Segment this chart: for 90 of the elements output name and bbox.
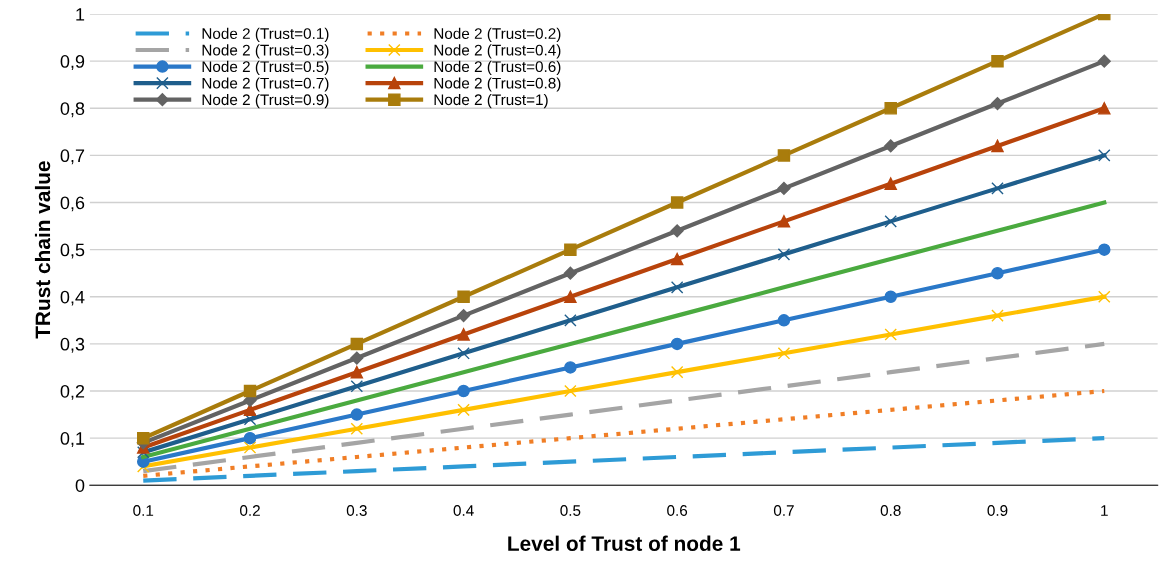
point <box>670 281 684 294</box>
point <box>350 422 364 435</box>
point <box>884 215 897 228</box>
y-tick-label: 1 <box>76 8 85 21</box>
point <box>777 314 791 327</box>
point <box>564 290 577 304</box>
x-tick-label: 0.7 <box>773 505 794 516</box>
point <box>991 266 1004 280</box>
legend-label: Node 2 (Trust=0.7) <box>202 77 329 92</box>
point <box>564 361 577 374</box>
point <box>457 347 470 360</box>
y-tick-label: 0,3 <box>60 337 85 353</box>
point <box>350 337 364 351</box>
point <box>1098 149 1111 162</box>
point <box>243 413 257 426</box>
point <box>457 309 471 323</box>
point <box>777 248 791 261</box>
legend-label: Node 2 (Trust=0.4) <box>434 44 561 59</box>
point <box>990 96 1005 111</box>
point <box>991 54 1004 68</box>
point <box>457 290 470 304</box>
x-tick-label: 0.2 <box>240 505 260 516</box>
x-axis-title: Level of Trust of node 1 <box>508 535 741 551</box>
point <box>777 215 791 228</box>
point <box>457 328 470 341</box>
line-series <box>141 388 1107 478</box>
line-series <box>141 341 1107 474</box>
y-tick-label: 0 <box>75 479 85 492</box>
point <box>884 139 898 153</box>
point <box>350 380 364 393</box>
point <box>563 266 577 280</box>
point <box>884 290 897 304</box>
legend-label: Node 2 (Trust=0.9) <box>202 93 329 109</box>
point <box>564 314 577 327</box>
y-tick-label: 0,8 <box>60 102 85 118</box>
point <box>1098 102 1111 115</box>
legend-label: Node 2 (Trust=0.8) <box>434 77 561 92</box>
point <box>136 431 150 445</box>
point <box>1097 54 1111 68</box>
y-tick-label: 0,2 <box>60 384 85 400</box>
y-tick-label: 0,4 <box>60 290 85 306</box>
point <box>670 224 684 238</box>
point <box>670 365 684 379</box>
point <box>350 351 364 365</box>
point <box>564 384 577 398</box>
point <box>884 177 897 190</box>
point <box>243 431 257 445</box>
legend-label: Node 2 (Trust=1) <box>434 93 548 109</box>
point <box>243 403 257 417</box>
point <box>670 196 684 209</box>
point <box>136 446 150 459</box>
point <box>243 384 257 398</box>
point <box>670 337 684 351</box>
point <box>350 365 364 379</box>
point <box>991 139 1004 153</box>
point <box>457 384 470 398</box>
legend-label: Node 2 (Trust=0.3) <box>202 44 329 59</box>
point <box>670 252 684 266</box>
line-series <box>141 436 1107 483</box>
point <box>350 408 364 421</box>
point <box>243 441 257 454</box>
x-tick-label: 0.8 <box>880 505 901 516</box>
legend-label: Node 2 (Trust=0.5) <box>202 60 329 76</box>
legend-label: Node 2 (Trust=0.1) <box>202 27 329 43</box>
x-tick-label: 0.3 <box>346 505 367 516</box>
y-axis-title: TRust chain value <box>34 161 51 339</box>
y-tick-label: 0,9 <box>60 55 85 70</box>
x-tick-label: 1 <box>1101 505 1108 516</box>
point <box>777 181 791 195</box>
legend-label: Node 2 (Trust=0.2) <box>434 27 561 43</box>
x-tick-label: 0.6 <box>667 505 688 516</box>
point <box>1098 290 1111 304</box>
y-tick-label: 0,7 <box>60 149 85 165</box>
y-tick-label: 0,5 <box>60 243 85 259</box>
y-tick-label: 0,6 <box>60 196 85 212</box>
point <box>777 347 791 360</box>
point <box>777 149 791 162</box>
point <box>884 102 897 115</box>
point <box>991 182 1004 195</box>
point <box>884 328 897 341</box>
point <box>1098 243 1111 256</box>
x-tick-label: 0.9 <box>987 505 1008 516</box>
y-tick-label: 0,1 <box>60 432 85 447</box>
point <box>991 309 1004 322</box>
x-tick-label: 0.1 <box>133 505 154 516</box>
x-tick-label: 0.4 <box>453 505 474 516</box>
point <box>457 403 470 417</box>
point <box>564 243 577 256</box>
legend-label: Node 2 (Trust=0.6) <box>434 60 561 76</box>
x-tick-label: 0.5 <box>560 505 581 516</box>
